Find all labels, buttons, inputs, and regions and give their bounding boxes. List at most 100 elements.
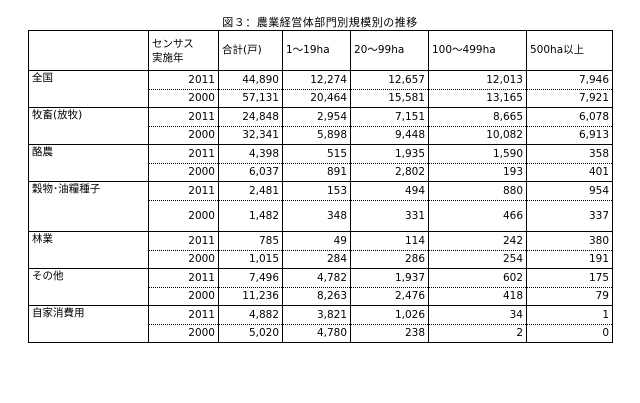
cell-1-19ha: 515 — [282, 144, 351, 164]
cell-100-499ha: 242 — [428, 231, 527, 251]
category-label: 全国 — [28, 70, 149, 108]
total-cell: 7,496 — [218, 268, 283, 288]
total-cell: 4,882 — [218, 305, 283, 325]
cell-100-499ha: 2 — [428, 324, 527, 343]
table-row: 2000 32,341 5,898 9,448 10,082 6,913 — [29, 126, 613, 145]
header-20-99ha: 20～99ha — [350, 30, 429, 71]
category-label: 牧畜(放牧) — [28, 107, 149, 145]
year-cell: 2000 — [148, 200, 219, 232]
cell-500ha-plus: 6,913 — [526, 126, 613, 145]
cell-1-19ha: 12,274 — [282, 70, 351, 90]
cell-500ha-plus: 175 — [526, 268, 613, 288]
cell-20-99ha: 9,448 — [350, 126, 429, 145]
table-row: 2000 57,131 20,464 15,581 13,165 7,921 — [29, 89, 613, 108]
cell-20-99ha: 2,476 — [350, 287, 429, 306]
cell-100-499ha: 10,082 — [428, 126, 527, 145]
year-cell: 2011 — [148, 144, 219, 164]
cell-100-499ha: 254 — [428, 250, 527, 269]
cell-500ha-plus: 7,946 — [526, 70, 613, 90]
cell-1-19ha: 891 — [282, 163, 351, 182]
cell-1-19ha: 284 — [282, 250, 351, 269]
cell-20-99ha: 238 — [350, 324, 429, 343]
category-label: 酪農 — [28, 144, 149, 182]
table-row: 2000 6,037 891 2,802 193 401 — [29, 163, 613, 182]
total-cell: 6,037 — [218, 163, 283, 182]
year-cell: 2000 — [148, 250, 219, 269]
cell-100-499ha: 193 — [428, 163, 527, 182]
total-cell: 4,398 — [218, 144, 283, 164]
cell-100-499ha: 13,165 — [428, 89, 527, 108]
year-cell: 2011 — [148, 268, 219, 288]
table-row: 全国 2011 44,890 12,274 12,657 12,013 7,946 — [28, 70, 613, 108]
cell-1-19ha: 4,780 — [282, 324, 351, 343]
header-total: 合計(戸) — [218, 30, 283, 71]
cell-500ha-plus: 6,078 — [526, 107, 613, 127]
cell-500ha-plus: 358 — [526, 144, 613, 164]
table-row: 牧畜(放牧) 2011 24,848 2,954 7,151 8,665 6,078 — [28, 107, 613, 145]
cell-20-99ha: 1,026 — [350, 305, 429, 325]
year-cell: 2000 — [148, 89, 219, 108]
cell-1-19ha: 8,263 — [282, 287, 351, 306]
cell-100-499ha: 34 — [428, 305, 527, 325]
year-cell: 2011 — [148, 181, 219, 201]
table-row: 自家消費用 2011 4,882 3,821 1,026 34 1 — [28, 305, 613, 343]
header-census-year-label: センサス 実施年 — [152, 37, 194, 64]
year-cell: 2000 — [148, 126, 219, 145]
category-label: 自家消費用 — [28, 305, 149, 343]
cell-20-99ha: 7,151 — [350, 107, 429, 127]
cell-500ha-plus: 79 — [526, 287, 613, 306]
cell-1-19ha: 3,821 — [282, 305, 351, 325]
cell-500ha-plus: 401 — [526, 163, 613, 182]
total-cell: 11,236 — [218, 287, 283, 306]
cell-500ha-plus: 0 — [526, 324, 613, 343]
cell-20-99ha: 12,657 — [350, 70, 429, 90]
year-cell: 2011 — [148, 107, 219, 127]
year-cell: 2000 — [148, 163, 219, 182]
year-cell: 2000 — [148, 324, 219, 343]
cell-20-99ha: 2,802 — [350, 163, 429, 182]
year-cell: 2000 — [148, 287, 219, 306]
cell-20-99ha: 331 — [350, 200, 429, 232]
cell-1-19ha: 20,464 — [282, 89, 351, 108]
table-row: 2000 1,015 284 286 254 191 — [29, 250, 613, 269]
cell-100-499ha: 12,013 — [428, 70, 527, 90]
cell-1-19ha: 2,954 — [282, 107, 351, 127]
figure-title: 図３：農業経営体部門別規模別の推移 — [222, 16, 418, 29]
total-cell: 24,848 — [218, 107, 283, 127]
cell-20-99ha: 286 — [350, 250, 429, 269]
total-cell: 2,481 — [218, 181, 283, 201]
total-cell: 785 — [218, 231, 283, 251]
total-cell: 57,131 — [218, 89, 283, 108]
header-100-499ha: 100～499ha — [428, 30, 527, 71]
cell-100-499ha: 1,590 — [428, 144, 527, 164]
cell-100-499ha: 418 — [428, 287, 527, 306]
category-label: 穀物･油糧種子 — [28, 181, 149, 232]
cell-100-499ha: 8,665 — [428, 107, 527, 127]
cell-1-19ha: 348 — [282, 200, 351, 232]
cell-500ha-plus: 954 — [526, 181, 613, 201]
total-cell: 32,341 — [218, 126, 283, 145]
cell-500ha-plus: 191 — [526, 250, 613, 269]
year-cell: 2011 — [148, 305, 219, 325]
cell-20-99ha: 15,581 — [350, 89, 429, 108]
cell-500ha-plus: 7,921 — [526, 89, 613, 108]
cell-1-19ha: 153 — [282, 181, 351, 201]
cell-1-19ha: 5,898 — [282, 126, 351, 145]
total-cell: 44,890 — [218, 70, 283, 90]
total-cell: 1,015 — [218, 250, 283, 269]
year-cell: 2011 — [148, 70, 219, 90]
cell-100-499ha: 602 — [428, 268, 527, 288]
cell-100-499ha: 466 — [428, 200, 527, 232]
cell-1-19ha: 49 — [282, 231, 351, 251]
table-row: 2000 5,020 4,780 238 2 0 — [29, 324, 613, 343]
cell-500ha-plus: 380 — [526, 231, 613, 251]
cell-1-19ha: 4,782 — [282, 268, 351, 288]
total-cell: 1,482 — [218, 200, 283, 232]
table-row: 穀物･油糧種子 2011 2,481 153 494 880 954 — [28, 181, 613, 232]
cell-20-99ha: 1,937 — [350, 268, 429, 288]
header-category — [28, 30, 149, 71]
year-cell: 2011 — [148, 231, 219, 251]
header-census-year: センサス 実施年 — [148, 30, 219, 71]
total-cell: 5,020 — [218, 324, 283, 343]
header-1-19ha: 1～19ha — [282, 30, 351, 71]
